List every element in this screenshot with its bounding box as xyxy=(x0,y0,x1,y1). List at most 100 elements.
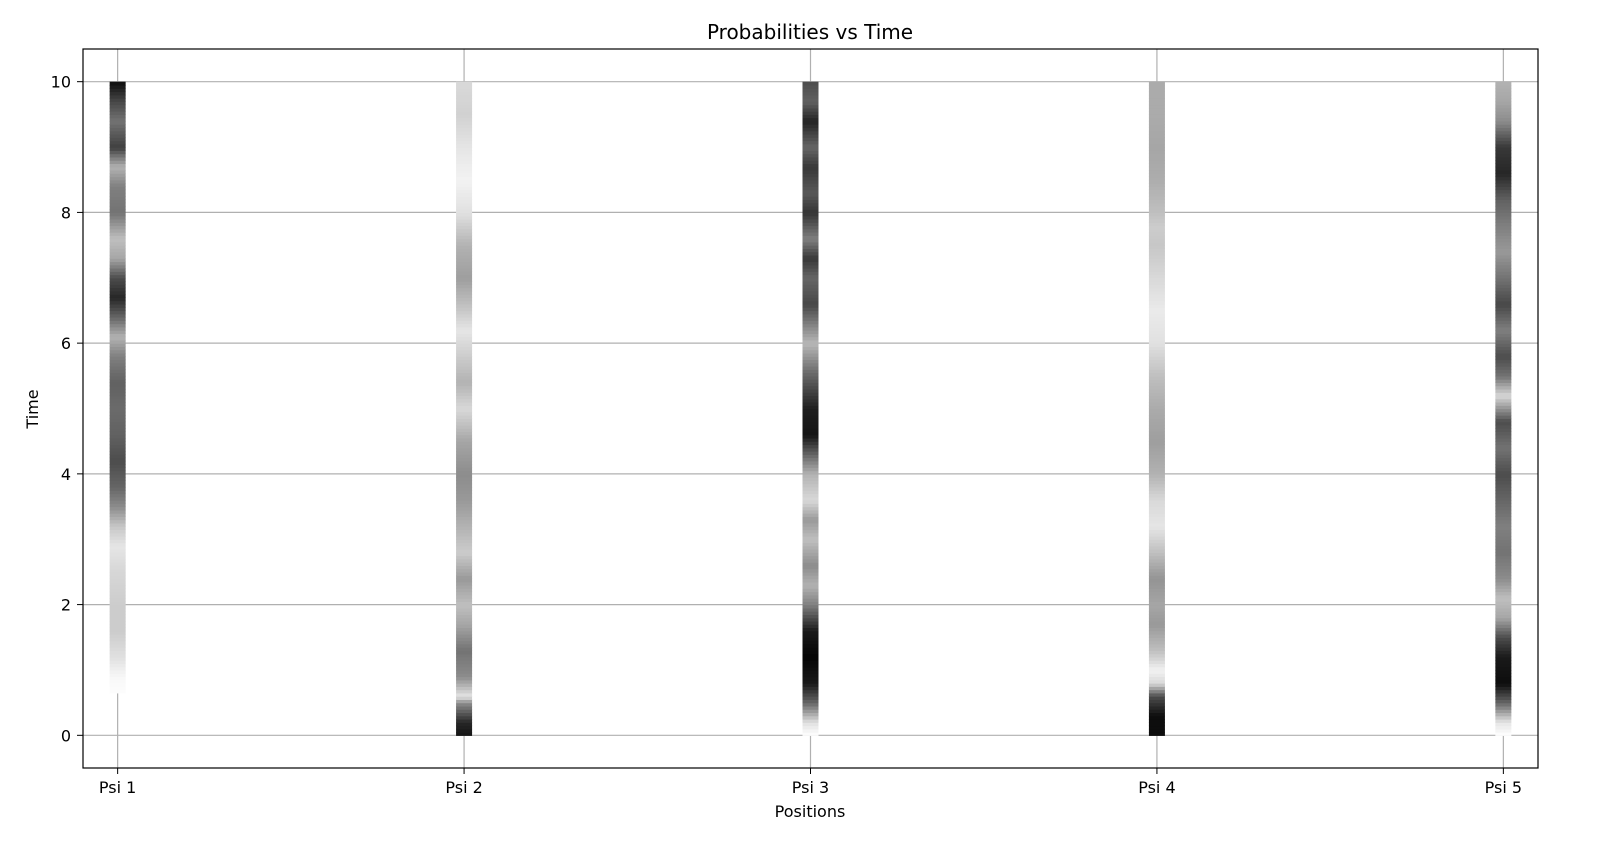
probability-cell xyxy=(1148,173,1165,178)
probability-cell xyxy=(802,408,819,413)
probability-cell xyxy=(1495,366,1512,370)
probability-cell xyxy=(1148,604,1165,609)
probability-cell xyxy=(1148,143,1165,148)
probability-cell xyxy=(456,656,473,661)
probability-cell xyxy=(1148,467,1165,472)
probability-cell xyxy=(109,385,126,390)
probability-cell xyxy=(1148,676,1165,681)
probability-cell xyxy=(802,522,819,527)
probability-cell xyxy=(456,692,473,697)
probability-cell xyxy=(456,663,473,668)
probability-cell xyxy=(802,591,819,596)
probability-cell xyxy=(802,267,819,272)
probability-cell xyxy=(1495,277,1512,282)
probability-cell xyxy=(802,143,819,148)
probability-cell xyxy=(1495,460,1512,465)
probability-cell xyxy=(802,532,819,537)
probability-cell xyxy=(1148,303,1165,308)
probability-cell xyxy=(802,578,819,583)
probability-cell xyxy=(456,558,473,563)
probability-cell xyxy=(1148,545,1165,550)
probability-cell xyxy=(109,81,126,86)
probability-cell xyxy=(456,81,473,86)
probability-cell xyxy=(1148,235,1165,240)
probability-cell xyxy=(456,222,473,227)
probability-cell xyxy=(1495,398,1512,403)
probability-cell xyxy=(1495,634,1512,638)
probability-cell xyxy=(1495,689,1512,694)
probability-cell xyxy=(456,326,473,331)
probability-cell xyxy=(456,398,473,403)
probability-cell xyxy=(1495,303,1512,308)
probability-cell xyxy=(1148,434,1165,439)
probability-cell xyxy=(456,258,473,263)
probability-cell xyxy=(1495,473,1512,478)
probability-cell xyxy=(802,395,819,400)
probability-cell xyxy=(456,104,473,109)
probability-cell xyxy=(456,568,473,573)
probability-cell xyxy=(109,209,126,214)
probability-cell xyxy=(456,88,473,93)
probability-cell xyxy=(1495,503,1512,508)
probability-cell xyxy=(1495,715,1512,720)
probability-cell xyxy=(1148,611,1165,615)
probability-cell xyxy=(1495,421,1512,426)
probability-cell xyxy=(456,493,473,498)
probability-cell xyxy=(1148,385,1165,390)
probability-cell xyxy=(1148,431,1165,436)
probability-cell xyxy=(1148,366,1165,370)
probability-cell xyxy=(456,725,473,730)
probability-cell xyxy=(109,274,126,279)
probability-cell xyxy=(1495,294,1512,298)
probability-cell xyxy=(802,212,819,217)
probability-cell xyxy=(802,503,819,508)
probability-cell xyxy=(1148,519,1165,524)
probability-cell xyxy=(1495,179,1512,184)
probability-cell xyxy=(1495,568,1512,573)
probability-cell xyxy=(1495,104,1512,109)
probability-cell xyxy=(1148,549,1165,553)
probability-cell xyxy=(456,584,473,589)
probability-cell xyxy=(1148,248,1165,253)
probability-cell xyxy=(1495,271,1512,276)
probability-cell xyxy=(109,91,126,96)
probability-cell xyxy=(1495,470,1512,475)
probability-cell xyxy=(456,450,473,455)
probability-cell xyxy=(1495,467,1512,472)
probability-cell xyxy=(1148,333,1165,338)
probability-cell xyxy=(1148,500,1165,504)
probability-cell xyxy=(802,676,819,681)
probability-cell xyxy=(1148,634,1165,638)
probability-cell xyxy=(802,356,819,361)
probability-cell xyxy=(456,666,473,671)
probability-cell xyxy=(802,673,819,678)
probability-cell xyxy=(109,601,126,606)
probability-cell xyxy=(802,415,819,419)
probability-cell xyxy=(456,343,473,348)
probability-cell xyxy=(109,549,126,553)
probability-cell xyxy=(109,127,126,132)
probability-cell xyxy=(1148,238,1165,243)
probability-cell xyxy=(1495,343,1512,348)
probability-cell xyxy=(456,444,473,449)
probability-cell xyxy=(1148,114,1165,119)
probability-cell xyxy=(456,192,473,197)
probability-cell xyxy=(1148,401,1165,406)
probability-cell xyxy=(1495,666,1512,671)
probability-cell xyxy=(456,447,473,452)
probability-cell xyxy=(1148,516,1165,521)
probability-cell xyxy=(109,316,126,321)
probability-cell xyxy=(456,101,473,106)
probability-cell xyxy=(1495,369,1512,374)
probability-cell xyxy=(1495,84,1512,89)
probability-cell xyxy=(456,401,473,406)
probability-cell xyxy=(1495,107,1512,112)
probability-cell xyxy=(1148,388,1165,393)
probability-cell xyxy=(802,637,819,642)
probability-cell xyxy=(1148,673,1165,678)
probability-cell xyxy=(802,486,819,491)
probability-cell xyxy=(456,526,473,531)
probability-cell xyxy=(802,421,819,426)
probability-cell xyxy=(1148,343,1165,348)
probability-cell xyxy=(1495,431,1512,436)
